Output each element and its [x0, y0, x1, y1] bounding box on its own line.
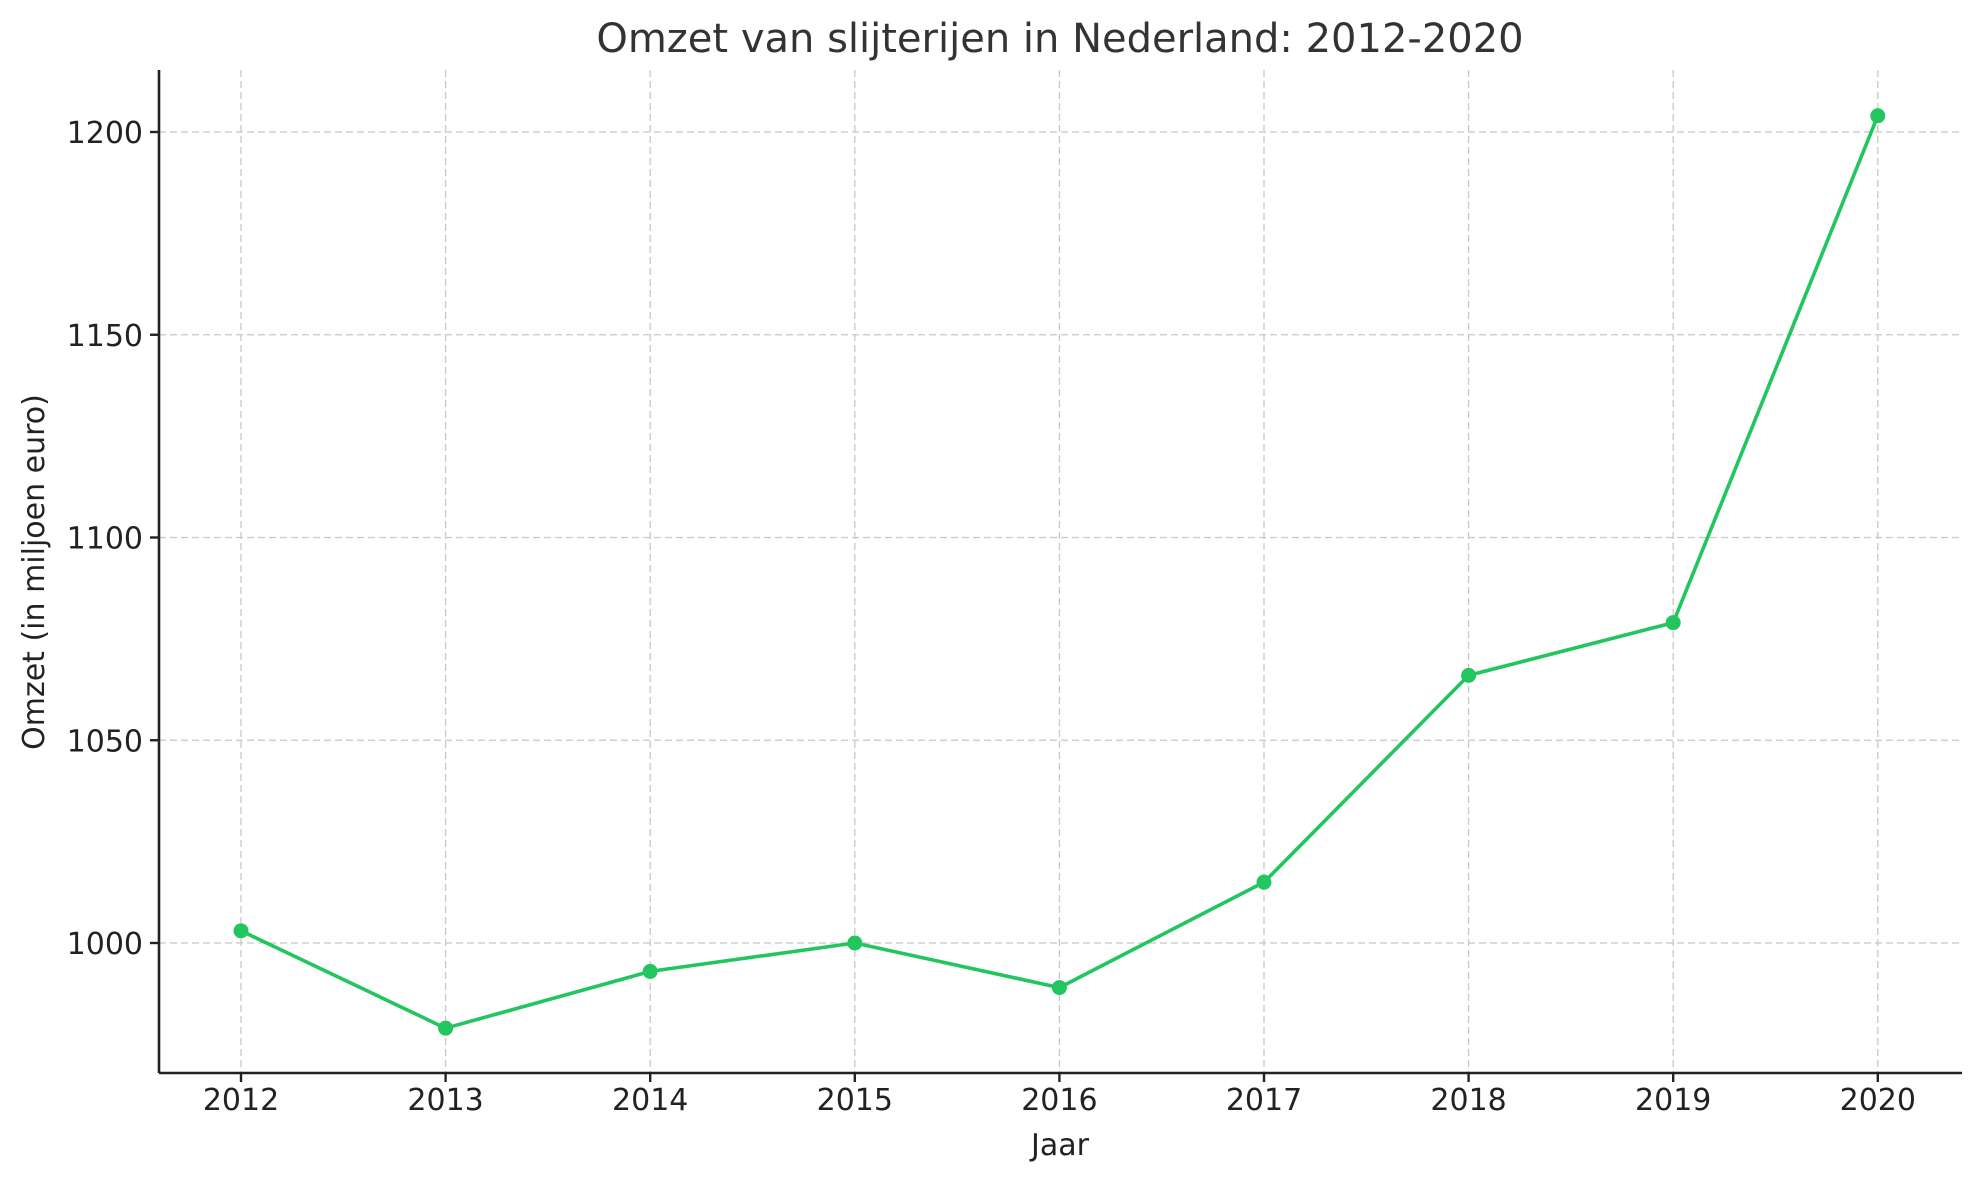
y-tick-label: 1050: [67, 724, 143, 759]
y-tick-label: 1200: [67, 116, 143, 151]
y-tick-label: 1100: [67, 522, 143, 557]
y-axis-ticks: 1000 1050 1100 1150 1200: [67, 116, 159, 962]
data-point-marker: [233, 923, 249, 939]
data-point-marker: [847, 935, 863, 951]
x-axis-ticks: 2012 2013 2014 2015 2016 2017 2018 2019 2020: [203, 1073, 1916, 1118]
data-point-marker: [642, 963, 658, 979]
x-tick-label: 2014: [612, 1083, 688, 1118]
y-tick-label: 1000: [67, 927, 143, 962]
y-tick-label: 1150: [67, 319, 143, 354]
x-tick-label: 2018: [1430, 1083, 1506, 1118]
x-tick-label: 2015: [817, 1083, 893, 1118]
data-point-marker: [1665, 615, 1681, 631]
data-markers: [233, 108, 1886, 1036]
x-tick-label: 2017: [1226, 1083, 1302, 1118]
data-point-marker: [438, 1020, 454, 1036]
gridlines: [159, 70, 1962, 1073]
x-tick-label: 2020: [1840, 1083, 1916, 1118]
data-point-marker: [1051, 980, 1067, 996]
x-tick-label: 2013: [407, 1083, 483, 1118]
x-tick-label: 2012: [203, 1083, 279, 1118]
data-point-marker: [1461, 667, 1477, 683]
y-axis-label: Omzet (in miljoen euro): [17, 394, 52, 750]
data-point-marker: [1256, 874, 1272, 890]
data-point-marker: [1870, 108, 1886, 124]
x-axis-label: Jaar: [1029, 1128, 1090, 1163]
x-tick-label: 2019: [1635, 1083, 1711, 1118]
chart-title: Omzet van slijterijen in Nederland: 2012…: [596, 16, 1523, 62]
x-tick-label: 2016: [1021, 1083, 1097, 1118]
